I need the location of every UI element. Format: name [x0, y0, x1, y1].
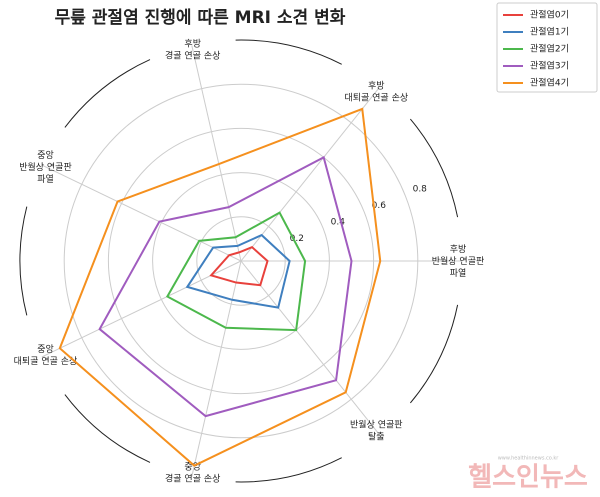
r-tick-label: 0.2 [290, 234, 304, 244]
axis-label: 후방 대퇴골 연골 손상 [344, 80, 408, 103]
axis-label: 중앙 대퇴골 연골 손상 [14, 343, 78, 367]
r-tick-label: 0.6 [372, 201, 387, 211]
series-line [165, 211, 307, 332]
outer-arc [409, 304, 459, 404]
axis-label: 후방 경골 연골 손상 [165, 38, 220, 61]
axis-label-line: 반월상 연골판 [19, 160, 72, 172]
series-line [209, 246, 269, 287]
outer-arc [64, 394, 151, 463]
series-line [98, 155, 353, 418]
spoke [41, 164, 242, 262]
axis-label-line: 대퇴골 연골 손상 [14, 356, 78, 367]
spoke [240, 260, 380, 435]
spoke [191, 45, 242, 262]
axis-label-line: 후방 [184, 38, 201, 49]
outer-arc [235, 457, 342, 483]
axis-label-line: 반월상 연골판 [432, 255, 485, 267]
axis-label-line: 후방 [368, 80, 385, 91]
legend-label: 관절염3기 [530, 60, 569, 72]
axis-label-line: 파열 [37, 173, 54, 184]
r-tick-label: 0.8 [413, 184, 428, 194]
series-line [185, 233, 291, 309]
r-tick-label: 0.4 [331, 217, 346, 227]
axis-label-line: 파열 [450, 268, 467, 279]
axis-label-line: 반월상 연골판 [350, 418, 403, 430]
axis-label-line: 경골 연골 손상 [165, 49, 220, 61]
legend-label: 관절염2기 [530, 43, 569, 55]
axis-label-line: 경골 연골 손상 [165, 472, 220, 484]
axis-label-line: 중앙 [37, 148, 54, 160]
legend-label: 관절염4기 [530, 77, 569, 89]
grid [41, 45, 462, 477]
outer-arc [409, 118, 459, 218]
chart-title: 무릎 관절염 진행에 따른 MRI 소견 변화 [55, 7, 346, 28]
axis-label: 중앙 경골 연골 손상 [165, 460, 220, 484]
spoke [191, 260, 242, 477]
legend-label: 관절염0기 [530, 9, 569, 21]
axis-label: 반월상 연골판 탈출 [350, 418, 403, 442]
legend-box [496, 2, 598, 93]
axis-label: 중앙 반월상 연골판 파열 [19, 148, 72, 184]
axis-label-line: 중앙 [37, 343, 54, 355]
axis-label-line: 탈출 [368, 431, 385, 442]
watermark: 헬스인뉴스 [468, 463, 588, 493]
legend-label: 관절염1기 [530, 26, 569, 38]
outer-arc [64, 59, 151, 128]
spoke [41, 260, 242, 358]
axis-label-line: 중앙 [184, 460, 201, 472]
axis-label-line: 후방 [450, 244, 467, 255]
watermark-url: www.healthinnews.co.kr [498, 456, 560, 462]
axis-label: 후방 반월상 연골판 파열 [432, 244, 485, 279]
axis-label-line: 대퇴골 연골 손상 [344, 92, 408, 103]
outer-arc [235, 39, 342, 65]
spoke [240, 87, 380, 262]
outer-arc [19, 206, 28, 316]
series-line [58, 107, 382, 467]
